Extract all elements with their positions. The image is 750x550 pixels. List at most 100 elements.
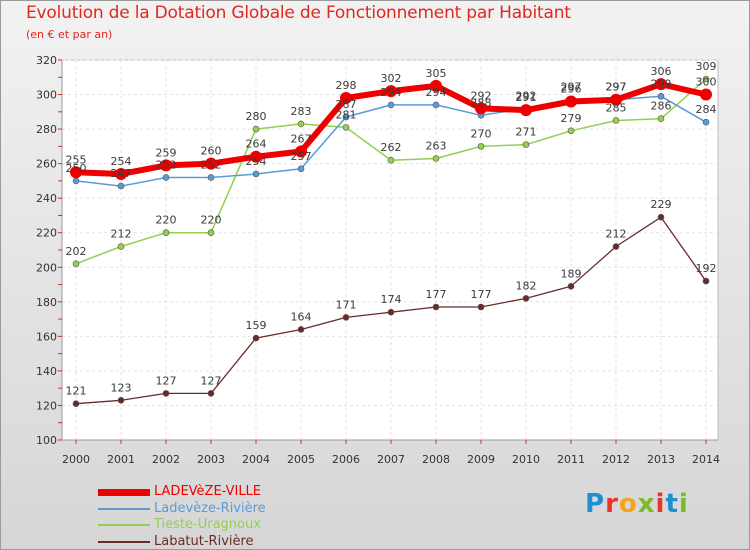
chart-title: Evolution de la Dotation Globale de Fonc… (26, 3, 571, 23)
legend-swatch (98, 540, 150, 543)
data-point (297, 165, 305, 173)
data-point (700, 88, 712, 101)
x-tick-label: 2004 (242, 453, 270, 466)
series-3-labels: 121 123 127 127 159 164 171 174 177 177 182 189 212 2… (66, 198, 717, 398)
data-label: 171 (336, 298, 357, 311)
data-label: 281 (336, 108, 357, 121)
data-point (115, 168, 127, 180)
x-tick-label: 2000 (62, 453, 90, 466)
brand-letter: i (678, 489, 689, 519)
data-point (657, 213, 665, 221)
data-label: 177 (426, 288, 447, 301)
data-point (520, 104, 532, 117)
x-tick-label: 2009 (467, 453, 495, 466)
data-point (72, 260, 80, 268)
data-point (117, 243, 125, 250)
data-point (655, 78, 667, 91)
data-label: 294 (426, 86, 447, 99)
x-tick-label: 2005 (287, 453, 315, 466)
data-label: 302 (381, 72, 402, 85)
data-point (160, 159, 172, 172)
data-label: 292 (471, 89, 492, 102)
data-label: 220 (156, 214, 177, 227)
data-label: 305 (426, 67, 447, 80)
brand-letter: x (637, 489, 656, 519)
y-tick-label: 160 (36, 330, 57, 343)
data-label: 259 (156, 146, 177, 159)
data-point (342, 113, 350, 121)
x-tick-label: 2014 (692, 453, 720, 466)
data-label: 291 (516, 91, 537, 104)
data-point (72, 400, 80, 408)
data-point (612, 243, 620, 250)
data-label: 229 (651, 198, 672, 211)
data-label: 279 (561, 112, 582, 125)
data-label: 202 (66, 245, 87, 258)
data-label: 292 (516, 89, 537, 102)
y-tick-label: 320 (36, 54, 57, 67)
data-label: 121 (66, 385, 87, 398)
data-label: 192 (696, 262, 717, 275)
data-point (207, 229, 215, 237)
legend-swatch (98, 507, 150, 510)
series-2-labels: 202 212 220 220 280 283 281 262 263 270 271 279 285 2… (66, 60, 717, 258)
data-point (610, 93, 622, 106)
data-point (702, 118, 710, 126)
x-tick-label: 2013 (647, 453, 675, 466)
data-point (702, 75, 710, 83)
data-point (252, 334, 260, 342)
data-label: 284 (696, 103, 717, 116)
data-label: 297 (561, 81, 582, 94)
data-point (72, 177, 80, 185)
data-point (342, 314, 350, 321)
data-point (612, 117, 620, 124)
data-label: 257 (291, 150, 312, 163)
y-tick-label: 180 (36, 296, 57, 309)
data-point (565, 95, 577, 108)
data-point (387, 156, 395, 164)
data-point (385, 85, 397, 98)
data-label: 271 (516, 126, 537, 139)
data-label: 297 (606, 81, 627, 94)
data-point (340, 92, 352, 104)
data-label: 263 (426, 139, 447, 152)
x-tick-label: 2012 (602, 453, 630, 466)
data-label: 252 (156, 158, 177, 171)
legend-swatch (98, 489, 150, 496)
legend-label: Tieste-Uragnoux (154, 517, 261, 532)
data-point (117, 182, 125, 190)
x-tick-label: 2002 (152, 453, 180, 466)
brand-letter: t (665, 489, 679, 519)
y-tick-label: 100 (36, 434, 57, 447)
data-point (162, 174, 170, 181)
brand-letter: i (655, 489, 666, 519)
y-tick-label: 280 (36, 123, 57, 136)
data-label: 288 (471, 96, 492, 109)
data-point (70, 166, 82, 179)
data-label: 247 (111, 167, 132, 180)
axes: 100 120 140 160 180 200 220 240 260 280 300 320 2000… (36, 54, 720, 466)
data-label: 254 (111, 155, 132, 168)
data-point (295, 145, 307, 158)
x-tick-label: 2006 (332, 453, 360, 466)
x-tick-label: 2003 (197, 453, 225, 466)
data-point (342, 124, 350, 131)
data-point (162, 390, 170, 397)
y-tick-label: 120 (36, 399, 57, 412)
data-label: 127 (156, 374, 177, 387)
x-tick-label: 2008 (422, 453, 450, 466)
data-label: 294 (381, 86, 402, 99)
y-tick-label: 300 (36, 89, 57, 102)
data-point (567, 127, 575, 135)
series-2 (72, 75, 710, 268)
data-point (567, 282, 575, 290)
legend-label: Labatut-Rivière (154, 533, 254, 549)
data-label: 296 (561, 82, 582, 95)
data-label: 189 (561, 267, 582, 280)
data-point (250, 150, 262, 163)
data-label: 306 (651, 65, 672, 78)
data-label: 262 (381, 141, 402, 154)
